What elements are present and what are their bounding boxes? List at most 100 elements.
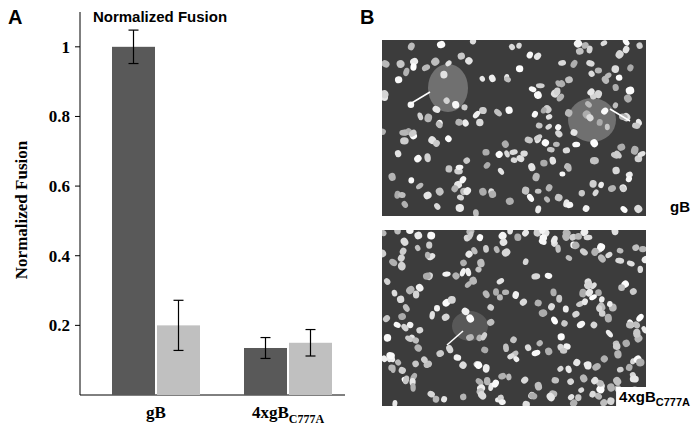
nucleus (514, 233, 522, 241)
nucleus (476, 119, 483, 127)
nucleus (551, 376, 560, 384)
nucleus (422, 190, 433, 201)
nucleus (544, 123, 553, 131)
nucleus (460, 393, 467, 400)
nucleus (626, 321, 634, 329)
nucleus (583, 234, 592, 241)
nucleus (445, 344, 455, 355)
nucleus (544, 272, 553, 280)
x-tick-label: 4xgBC777A (252, 403, 325, 426)
nucleus (579, 373, 589, 384)
nucleus (384, 334, 392, 342)
figure-svg: ANormalized FusionNormalized Fusion0.20.… (0, 0, 693, 427)
nucleus (605, 329, 615, 339)
nucleus (597, 253, 608, 264)
nucleus (397, 253, 406, 263)
nucleus (426, 241, 432, 248)
nucleus (565, 254, 573, 262)
nucleus (410, 383, 416, 392)
nucleus (509, 149, 518, 156)
nucleus (550, 315, 559, 325)
nucleus (550, 288, 557, 296)
nucleus (482, 364, 490, 374)
y-tick-label: 1 (62, 38, 71, 57)
nucleus (432, 139, 441, 148)
nucleus (496, 277, 506, 286)
nucleus (394, 230, 401, 235)
nucleus (382, 128, 387, 136)
nucleus (482, 161, 491, 170)
nucleus (550, 235, 559, 245)
y-tick (75, 116, 80, 117)
nucleus (577, 386, 585, 394)
nucleus (636, 358, 645, 366)
nucleus (571, 240, 581, 250)
nucleus (498, 399, 506, 406)
nucleus (585, 59, 595, 68)
nucleus (420, 355, 429, 364)
nucleus (559, 171, 565, 177)
nucleus (543, 195, 551, 204)
nucleus (436, 40, 446, 49)
nucleus (584, 361, 592, 370)
nucleus (400, 323, 410, 333)
nucleus (528, 85, 537, 93)
nucleus (503, 149, 510, 158)
nucleus (591, 188, 599, 197)
nucleus (616, 366, 624, 373)
nucleus (442, 271, 451, 277)
nucleus (498, 237, 508, 247)
nucleus (424, 153, 431, 163)
nucleus (525, 50, 534, 59)
nucleus (415, 182, 425, 191)
nucleus (531, 273, 540, 280)
nucleus (503, 343, 510, 352)
nucleus (470, 246, 479, 255)
nucleus (605, 124, 610, 131)
nucleus (435, 349, 445, 358)
nucleus (469, 40, 477, 45)
nucleus (394, 149, 402, 158)
nucleus (535, 339, 544, 347)
nucleus (565, 163, 572, 172)
nucleus (391, 289, 398, 297)
nucleus (558, 59, 567, 66)
nucleus (382, 230, 388, 237)
y-tick (75, 46, 80, 47)
nucleus (516, 65, 524, 72)
nucleus (479, 331, 488, 341)
nucleus (619, 184, 627, 193)
nucleus (465, 267, 473, 277)
nucleus (410, 63, 417, 71)
y-tick (75, 186, 80, 187)
nucleus (391, 365, 396, 373)
nucleus (392, 400, 398, 406)
nucleus (565, 201, 574, 209)
nucleus (639, 246, 646, 252)
nucleus (564, 108, 574, 118)
plot-area (112, 30, 332, 395)
nucleus (417, 112, 425, 121)
nucleus (507, 230, 514, 235)
nucleus (394, 358, 403, 367)
nucleus (461, 104, 468, 111)
nucleus (482, 149, 490, 156)
nucleus (497, 372, 507, 381)
nucleus (614, 350, 622, 359)
nucleus (556, 365, 564, 373)
nucleus (473, 209, 479, 216)
nucleus (596, 119, 603, 127)
nucleus (480, 345, 489, 354)
nucleus (462, 156, 471, 165)
nucleus (535, 189, 542, 195)
y-axis-label: Normalized Fusion (12, 140, 31, 279)
nucleus (599, 354, 609, 364)
nucleus (611, 65, 620, 74)
nucleus (404, 334, 414, 343)
nucleus (383, 277, 392, 286)
nucleus (481, 289, 491, 299)
nucleus (640, 325, 646, 334)
syncytium (568, 98, 616, 142)
nucleus (453, 354, 461, 361)
nucleus (582, 360, 592, 370)
